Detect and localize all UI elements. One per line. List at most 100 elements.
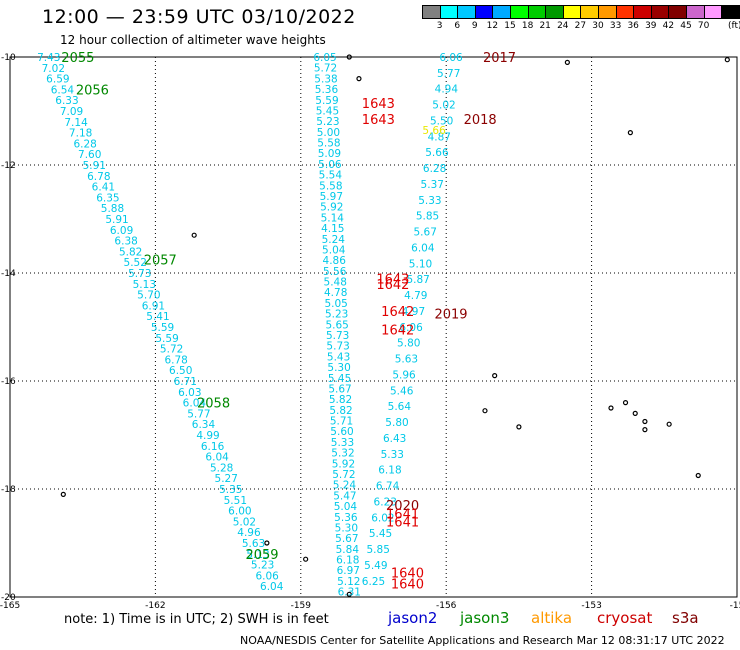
swh-value: 6.06 [399, 322, 423, 334]
swh-value: 5.92 [320, 202, 343, 214]
pass-number-label: 1643 [376, 272, 409, 287]
swh-value: 5.41 [146, 311, 169, 323]
swh-value: 6.59 [46, 74, 69, 86]
swh-value: 6.04 [260, 581, 284, 593]
swh-value: 6.28 [73, 138, 96, 150]
island-outline [303, 556, 309, 562]
island-outline [346, 591, 352, 597]
swh-value: 5.85 [416, 211, 439, 223]
swh-value: 5.92 [332, 458, 355, 470]
colorbar-swatch [721, 5, 740, 19]
island-outline [492, 373, 498, 379]
chart-title: 12:00 — 23:59 UTC 03/10/2022 [42, 6, 356, 28]
swh-value: 6.74 [376, 481, 400, 493]
swh-value: 6.33 [55, 95, 78, 107]
swh-value: 5.60 [330, 426, 353, 438]
swh-value: 5.84 [336, 544, 360, 556]
swh-value: 6.04 [183, 398, 207, 410]
swh-value: 5.04 [334, 501, 358, 513]
swh-value: 4.97 [402, 306, 425, 318]
swh-value: 6.35 [96, 192, 119, 204]
swh-value: 4.99 [196, 430, 219, 442]
swh-value: 6.06 [255, 570, 279, 582]
swh-value: 6.78 [164, 354, 187, 366]
colorbar-label: 33 [609, 21, 622, 31]
swh-value: 5.91 [105, 214, 128, 226]
swh-value: 5.73 [326, 330, 349, 342]
island-outline [482, 408, 488, 414]
swh-value: 6.71 [174, 376, 197, 388]
swh-value: 5.38 [314, 73, 337, 85]
swh-value: 5.82 [119, 246, 142, 258]
altimeter-map: -165 -162 -159 -156 -153 -15 -10 -12 -14 -16 -18 -2… [0, 51, 740, 610]
swh-value: 6.43 [383, 433, 406, 445]
pass-number-label: 2057 [144, 254, 177, 269]
x-tick-label: -159 [291, 601, 312, 610]
swh-value: 5.23 [316, 116, 339, 128]
island-outline [622, 400, 629, 406]
island-outline [666, 421, 672, 427]
pass-number-label: 1641 [386, 515, 419, 530]
pass-number-label: 1643 [362, 113, 395, 128]
swh-value: 5.58 [317, 138, 340, 150]
swh-value: 5.67 [328, 383, 351, 395]
swh-value: 5.63 [242, 538, 265, 550]
swh-value: 6.78 [87, 171, 110, 183]
x-tick-label: -15 [730, 601, 740, 610]
swh-value: 5.45 [369, 528, 392, 540]
swh-value: 5.24 [333, 480, 357, 492]
colorbar-label: 9 [471, 21, 478, 31]
swh-value: 4.87 [428, 131, 451, 143]
swh-value: 5.32 [331, 448, 354, 460]
map-frame [9, 56, 738, 598]
swh-value: 5.70 [137, 290, 160, 302]
pass-number-label: 2056 [76, 83, 109, 98]
swh-value: 5.97 [320, 191, 343, 203]
colorbar-label: 15 [504, 21, 516, 31]
swh-value: 6.04 [205, 452, 229, 464]
swh-value: 6.41 [92, 182, 115, 194]
swh-value: 5.10 [409, 258, 432, 270]
island-outline [264, 540, 270, 546]
swh-value: 5.36 [315, 84, 339, 96]
colorbar-label: 3 [436, 21, 443, 31]
swh-value: 6.00 [228, 506, 251, 518]
swh-value: 6.03 [178, 387, 201, 399]
mission-jason2: jason2 [388, 609, 438, 627]
swh-value: 7.02 [42, 63, 65, 75]
mission-s3a: s3a [672, 609, 699, 627]
pass-number-label: 2055 [61, 51, 94, 66]
swh-value: 5.91 [83, 160, 106, 172]
swh-value: 7.09 [60, 106, 83, 118]
x-tick-label: -156 [436, 601, 457, 610]
swh-value: 6.91 [142, 300, 165, 312]
swh-value: 5.52 [124, 257, 147, 269]
swh-value: 5.67 [414, 227, 437, 239]
swh-value: 5.80 [385, 417, 408, 429]
colorbar-label: 18 [521, 21, 534, 31]
swh-value: 5.64 [388, 401, 412, 413]
swh-value: 5.72 [314, 63, 337, 75]
swh-value: 5.50 [430, 115, 453, 127]
island-outline [642, 418, 648, 425]
swh-value: 6.18 [378, 465, 401, 477]
swh-value: 5.02 [233, 516, 256, 528]
swh-value: 6.31 [338, 587, 361, 599]
pass-number-label: 2017 [483, 51, 516, 66]
swh-value: 5.04 [322, 244, 346, 256]
swh-value: 7.60 [78, 149, 101, 161]
island-outline [632, 410, 638, 416]
pass-number-label: 1640 [391, 578, 424, 593]
swh-value: 6.23 [374, 496, 397, 508]
swh-value: 6.16 [201, 441, 225, 453]
colorbar-label: 21 [539, 21, 551, 31]
swh-value: 4.15 [321, 223, 344, 235]
colorbar-label: 36 [627, 21, 639, 31]
swh-value: 5.13 [246, 549, 269, 561]
mission-cryosat: cryosat [597, 609, 653, 627]
swh-value: 5.28 [210, 462, 233, 474]
swh-value: 5.12 [337, 576, 360, 588]
swh-value: 5.00 [317, 127, 340, 139]
swh-value: 6.18 [336, 555, 359, 567]
chart-subtitle: 12 hour collection of altimeter wave hei… [60, 33, 326, 47]
